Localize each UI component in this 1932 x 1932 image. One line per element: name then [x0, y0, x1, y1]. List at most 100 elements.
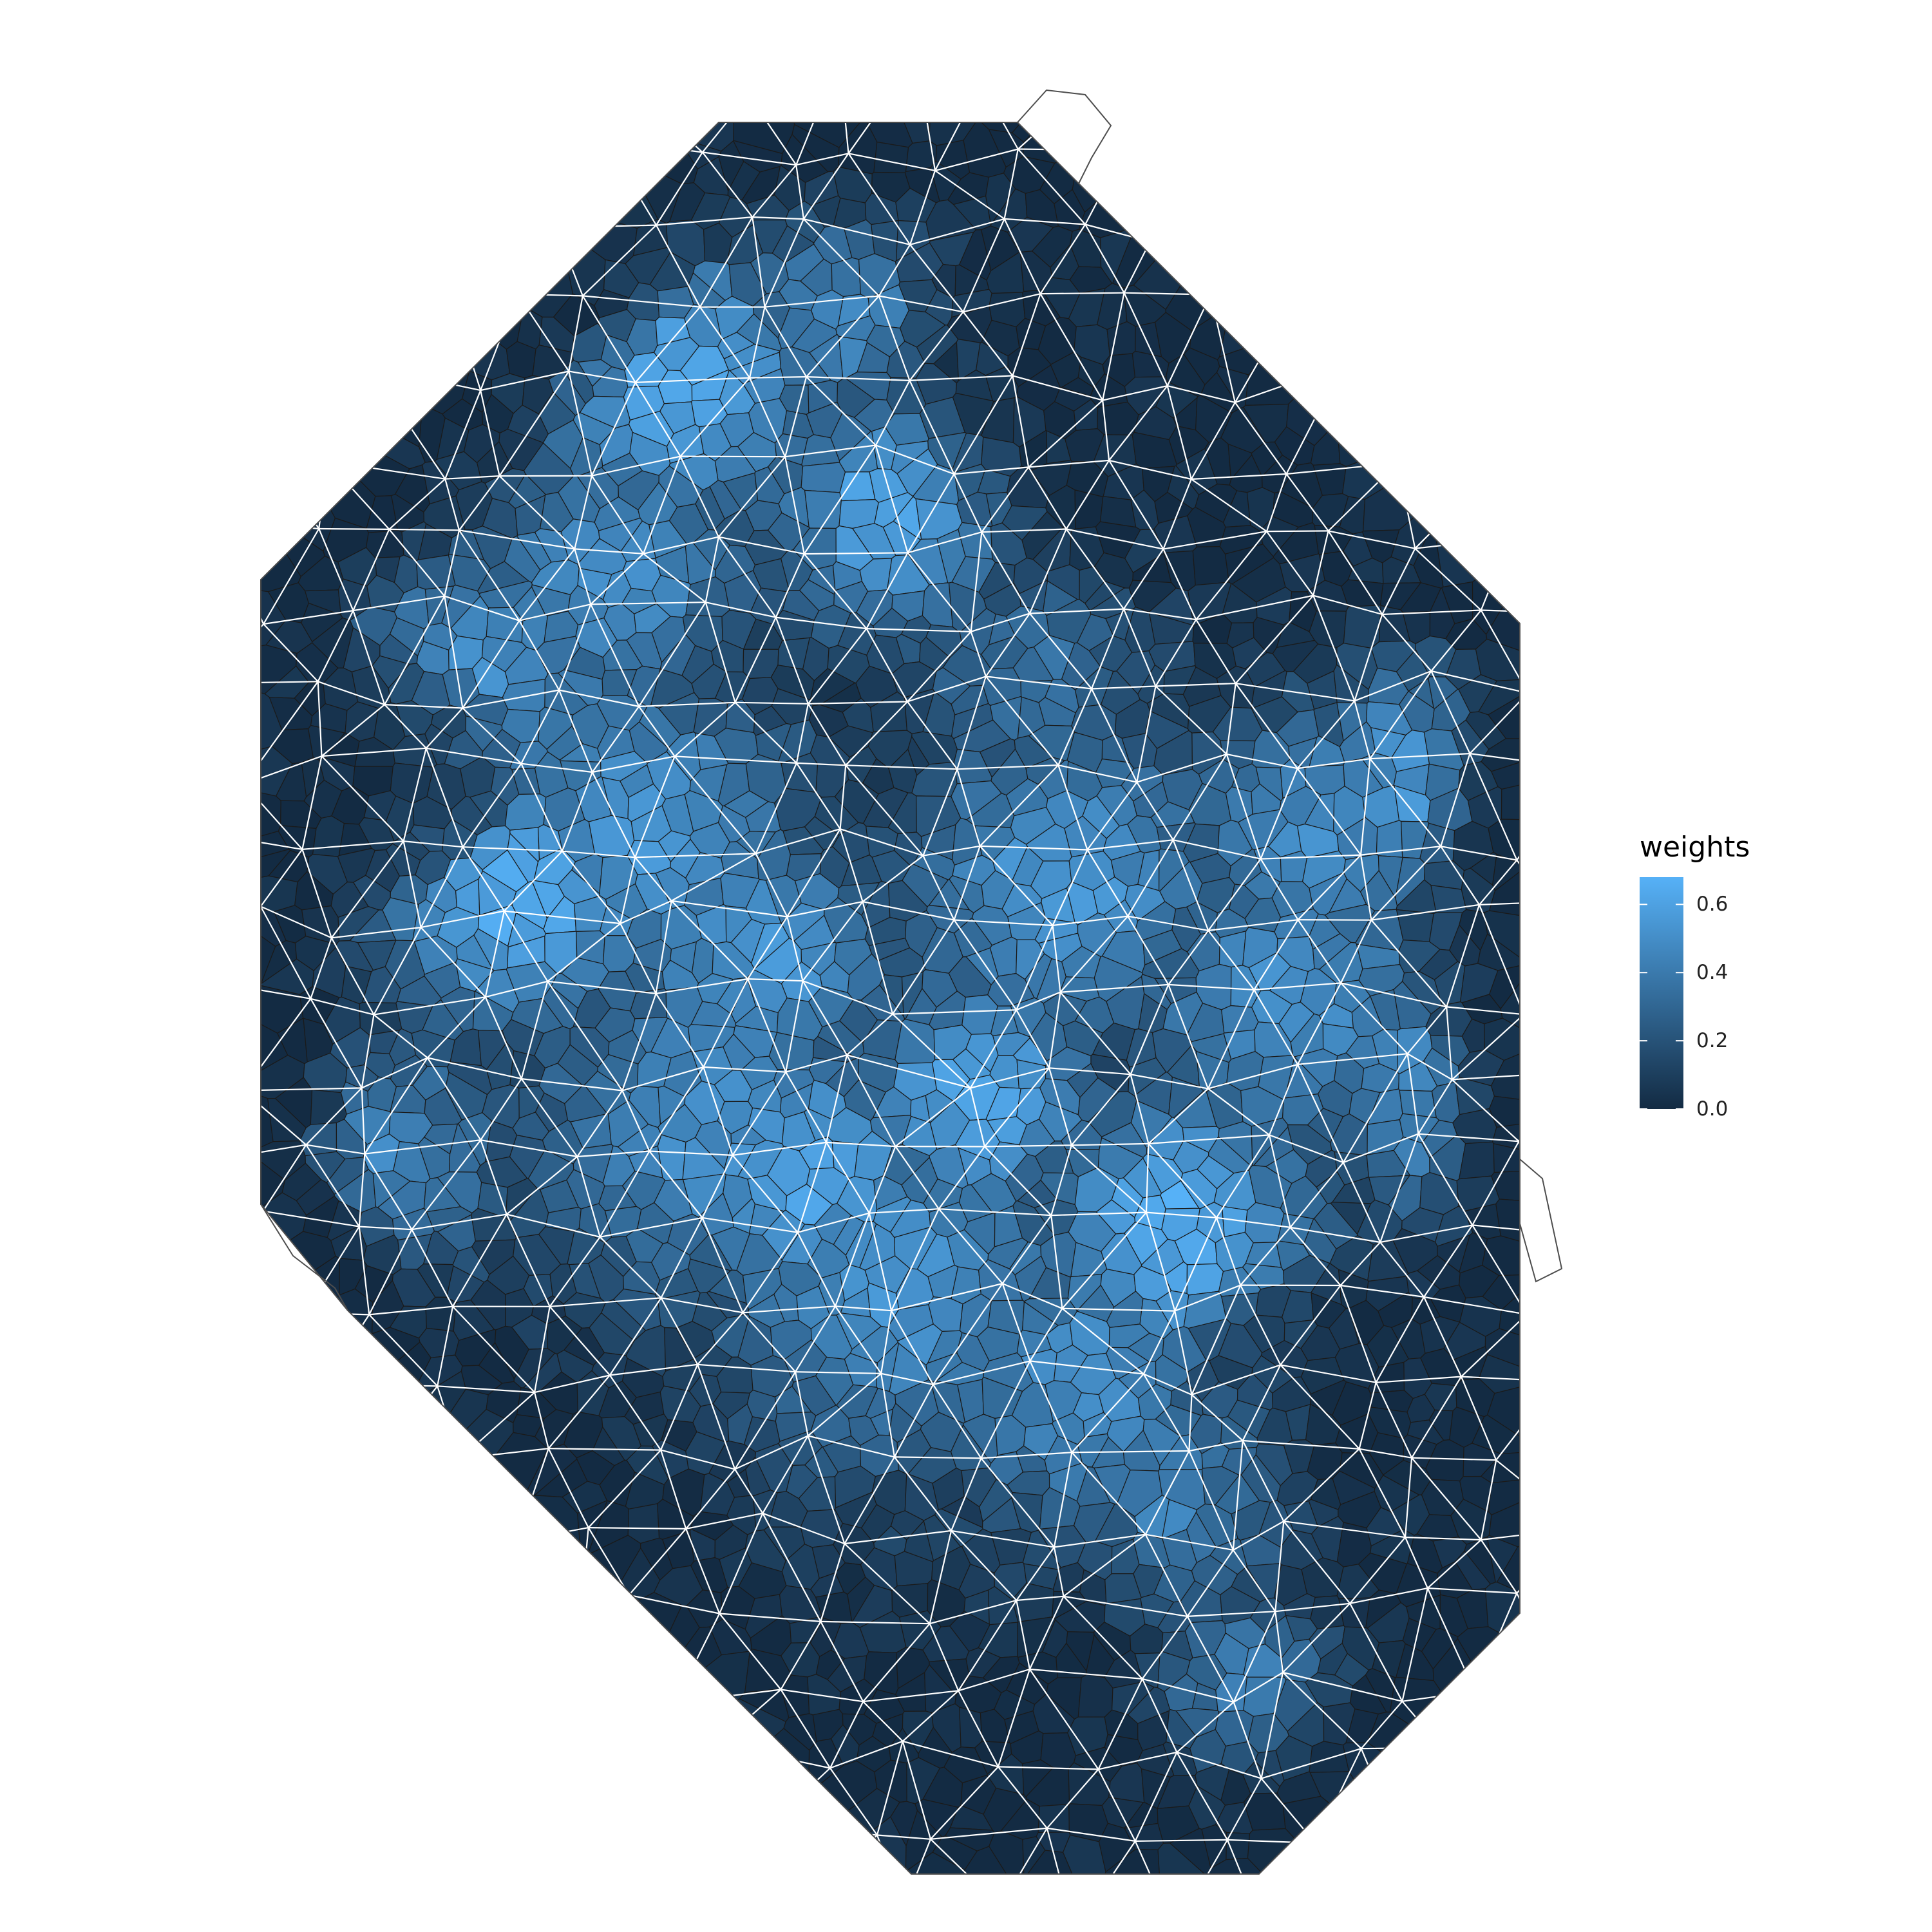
voronoi-cell	[1247, 1828, 1322, 1874]
voronoi-cell	[831, 257, 862, 298]
mesh-edge	[329, 239, 378, 318]
mesh-edge	[261, 1435, 294, 1461]
mesh-edge	[768, 1767, 831, 1826]
mesh-edge	[200, 784, 244, 832]
mesh-edge	[839, 58, 916, 59]
mesh-edge	[478, 1675, 509, 1774]
mesh-edge	[319, 317, 331, 395]
voronoi-cell	[494, 236, 574, 318]
mesh-edge	[294, 1444, 392, 1461]
mesh-edge	[383, 1672, 445, 1774]
mesh-edge	[507, 1674, 579, 1750]
voronoi-cell	[1280, 850, 1308, 882]
mesh-edge	[1406, 139, 1461, 172]
mesh-edge	[384, 1772, 480, 1774]
mesh-edge	[1398, 1747, 1443, 1841]
mesh-edge	[261, 122, 272, 168]
mesh-edge	[293, 1459, 357, 1522]
mesh-edge	[1510, 537, 1520, 614]
mesh-edge	[451, 293, 518, 298]
mesh-edge	[261, 1819, 331, 1828]
mesh-edge	[305, 159, 329, 218]
mesh-edge	[1040, 292, 1124, 295]
mesh-edge	[330, 1826, 433, 1856]
mesh-edge	[683, 1744, 719, 1850]
voronoi-cell	[624, 122, 698, 185]
mesh-edge	[1406, 171, 1452, 233]
voronoi-cell	[1023, 122, 1095, 164]
mesh-edge	[327, 158, 378, 240]
mesh-edge	[261, 453, 270, 520]
mesh-edge	[1516, 859, 1520, 903]
mesh-edge	[261, 1159, 264, 1212]
mesh-edge	[1444, 388, 1516, 401]
mesh-edge	[663, 1848, 685, 1874]
mesh-edge	[231, 1821, 257, 1897]
voronoi-cell	[1187, 506, 1226, 547]
mesh-edge	[1514, 287, 1520, 390]
voronoi-cell	[732, 1728, 810, 1808]
voronoi-cell	[1336, 393, 1404, 468]
voronoi-cell	[1165, 248, 1249, 332]
voronoi-cell	[1218, 287, 1291, 358]
mesh-edge	[1516, 1593, 1520, 1694]
mesh-edge	[1510, 466, 1520, 538]
mesh-edge	[460, 122, 510, 167]
mesh-edge	[1516, 1528, 1520, 1594]
mesh-edge	[1148, 66, 1259, 93]
mesh-edge	[1147, 122, 1221, 156]
voronoi-cell	[588, 815, 635, 858]
mesh-edge	[1124, 149, 1220, 156]
mesh-edge	[324, 1383, 392, 1446]
mesh-edge	[1350, 59, 1421, 67]
mesh-edge	[261, 247, 268, 313]
mesh-edge	[200, 832, 260, 906]
mesh-edge	[271, 1383, 325, 1388]
mesh-edge	[1397, 399, 1445, 464]
voronoi-cell	[261, 875, 298, 913]
boundary-protrusion	[1519, 1159, 1563, 1283]
mesh-edge	[328, 153, 410, 160]
mesh-edge	[1482, 1856, 1518, 1874]
mesh-edge	[1298, 290, 1343, 366]
voronoi-cell	[1431, 1081, 1461, 1124]
voronoi-cell	[1343, 605, 1381, 649]
mesh-edge	[216, 1091, 243, 1160]
mesh-edge	[347, 1671, 444, 1689]
mesh-edge	[1373, 290, 1457, 296]
mesh-edge	[507, 1609, 582, 1676]
mesh-edge	[683, 1848, 721, 1874]
voronoi-cell	[1192, 545, 1230, 586]
legend-tick-label: 0.6	[1696, 893, 1728, 916]
mesh-edge	[377, 218, 480, 241]
mesh-edge	[516, 1540, 582, 1611]
mesh-edge	[1459, 139, 1520, 214]
mesh-edge	[355, 1445, 392, 1522]
mesh-edge	[443, 1607, 487, 1673]
mesh-edge	[1249, 138, 1315, 229]
legend-tick-label: 0.0	[1696, 1097, 1728, 1121]
mesh-edge	[1450, 232, 1458, 295]
mesh-edge	[461, 73, 562, 80]
mesh-edge	[1406, 122, 1422, 171]
mesh-edge	[355, 1520, 403, 1622]
mesh-edge	[1514, 388, 1520, 467]
voronoi-cell	[261, 849, 291, 887]
mesh-edge	[1322, 1927, 1435, 1932]
voronoi-cell	[1248, 1164, 1293, 1209]
voronoi-cell	[1389, 1676, 1464, 1752]
voronoi-cell	[1486, 566, 1520, 667]
mesh-edge	[1259, 59, 1351, 66]
mesh-edge	[1398, 1839, 1435, 1874]
mesh-edge	[356, 1519, 449, 1522]
mesh-edge	[486, 1606, 581, 1611]
voronoi-cell	[1341, 440, 1414, 500]
mesh-edge	[316, 1687, 348, 1760]
mesh-edge	[305, 216, 377, 241]
mesh-edge	[1441, 1747, 1516, 1779]
voronoi-cell	[261, 1192, 307, 1271]
mesh-edge	[1435, 1927, 1517, 1930]
voronoi-cell	[450, 276, 524, 350]
mesh-edge	[261, 1210, 264, 1283]
mesh-edge	[485, 1540, 518, 1608]
